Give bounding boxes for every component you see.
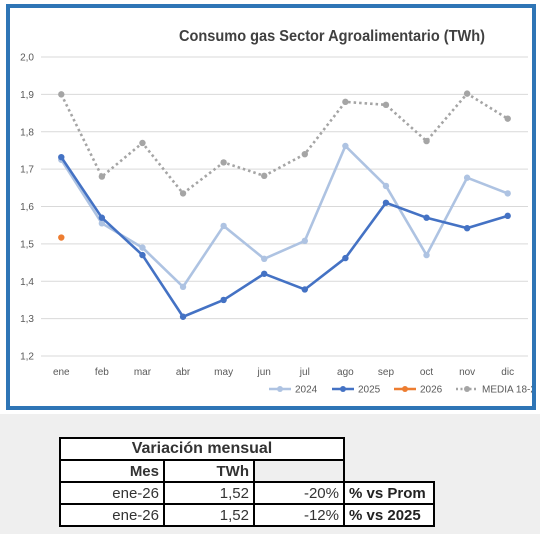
chart-title: Consumo gas Sector Agroalimentario (TWh) xyxy=(179,28,485,45)
data-point xyxy=(423,214,430,221)
x-tick-label: jun xyxy=(257,367,271,378)
y-tick-label: 2,0 xyxy=(20,53,34,64)
data-point xyxy=(139,251,146,259)
legend-marker xyxy=(464,386,470,392)
header-twh: TWh xyxy=(163,459,255,483)
data-point xyxy=(301,237,308,245)
data-point xyxy=(139,139,146,147)
y-tick-label: 1,4 xyxy=(20,277,34,288)
legend-marker xyxy=(340,386,346,392)
variation-table: Variación mensual Mes TWh ene-26 1,52 -2… xyxy=(59,437,435,527)
data-point xyxy=(504,115,511,122)
x-tick-label: nov xyxy=(459,367,475,378)
data-point xyxy=(179,190,187,197)
x-tick-label: abr xyxy=(176,367,191,378)
data-point xyxy=(423,251,430,259)
data-point xyxy=(220,159,227,166)
data-point xyxy=(139,244,146,251)
cell-pct: -12% xyxy=(253,503,345,527)
data-point xyxy=(261,255,268,263)
data-point xyxy=(220,222,227,230)
data-point xyxy=(58,153,65,161)
legend-marker xyxy=(402,386,408,392)
cell-twh: 1,52 xyxy=(163,481,255,505)
data-point xyxy=(342,142,349,150)
data-point xyxy=(382,199,390,206)
data-point xyxy=(382,101,390,109)
line-chart: Consumo gas Sector Agroalimentario (TWh)… xyxy=(20,28,532,396)
x-tick-label: sep xyxy=(378,367,395,378)
cell-pct: -20% xyxy=(253,481,345,505)
x-tick-label: mar xyxy=(134,367,152,378)
data-point xyxy=(98,173,106,180)
data-point xyxy=(504,212,511,220)
x-tick-label: jul xyxy=(299,367,310,378)
y-tick-label: 1,3 xyxy=(20,314,34,325)
data-point xyxy=(58,91,65,98)
legend-marker xyxy=(277,386,283,392)
data-point xyxy=(463,224,471,232)
table-title: Variación mensual xyxy=(59,437,345,461)
data-point xyxy=(179,313,187,320)
x-tick-label: may xyxy=(214,367,233,378)
y-tick-label: 1,9 xyxy=(20,90,34,101)
data-point xyxy=(463,174,471,181)
data-point xyxy=(179,283,187,291)
data-point xyxy=(58,234,65,241)
x-tick-label: ene xyxy=(53,367,70,378)
y-tick-label: 1,2 xyxy=(20,352,34,363)
data-point xyxy=(463,90,471,97)
series-line-2025 xyxy=(60,156,509,319)
table-row: ene-26 1,52 -12% % vs 2025 xyxy=(59,503,435,527)
chart-frame: Consumo gas Sector Agroalimentario (TWh)… xyxy=(6,4,536,410)
data-point xyxy=(98,220,106,227)
cell-comparison-label: % vs Prom xyxy=(343,481,435,505)
data-point xyxy=(301,150,308,158)
data-point xyxy=(423,137,430,145)
data-point xyxy=(301,286,308,293)
cell-twh: 1,52 xyxy=(163,503,255,527)
legend-label: 2025 xyxy=(358,385,381,396)
series-line-2024 xyxy=(60,144,509,289)
x-tick-label: feb xyxy=(95,367,109,378)
data-point xyxy=(261,270,268,277)
data-point xyxy=(342,98,349,106)
y-tick-label: 1,5 xyxy=(20,239,34,250)
data-point xyxy=(220,296,227,304)
header-mes: Mes xyxy=(59,459,165,483)
legend-label: 2026 xyxy=(420,385,443,396)
cell-mes: ene-26 xyxy=(59,481,165,505)
y-tick-label: 1,7 xyxy=(20,165,34,176)
x-tick-label: ago xyxy=(337,367,354,378)
data-point xyxy=(342,254,349,262)
data-point xyxy=(382,182,390,190)
series-line-media-18-21 xyxy=(60,92,509,195)
data-point xyxy=(98,214,106,221)
cell-comparison-label: % vs 2025 xyxy=(343,503,435,527)
y-tick-label: 1,8 xyxy=(20,127,34,138)
table-row: ene-26 1,52 -20% % vs Prom xyxy=(59,481,435,505)
cell-mes: ene-26 xyxy=(59,503,165,527)
x-tick-label: dic xyxy=(501,367,514,378)
y-tick-label: 1,6 xyxy=(20,202,34,213)
data-point xyxy=(504,190,511,197)
legend-label: MEDIA 18-21 xyxy=(482,385,532,396)
legend-label: 2024 xyxy=(295,385,318,396)
data-point xyxy=(261,172,268,180)
x-tick-label: oct xyxy=(420,367,434,378)
